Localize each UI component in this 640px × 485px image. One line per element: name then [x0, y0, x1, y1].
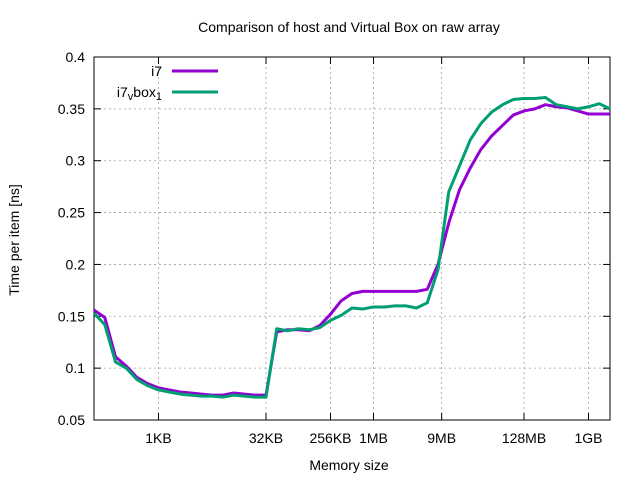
- y-axis-tick-labels: 0.05 0.1 0.15 0.2 0.25 0.3 0.35 0.4: [58, 49, 85, 428]
- y-tick-label: 0.1: [66, 360, 86, 376]
- x-tick-label: 1GB: [574, 430, 602, 446]
- series-lines: [92, 95, 611, 399]
- y-tick-label: 0.4: [66, 49, 86, 65]
- x-tick-label: 128MB: [502, 430, 546, 446]
- legend-label-2: i7vbox1: [117, 84, 162, 103]
- y-tick-label: 0.35: [58, 101, 85, 117]
- axis-ticks: [94, 56, 610, 421]
- y-tick-label: 0.25: [58, 205, 85, 221]
- x-tick-label: 1MB: [359, 430, 388, 446]
- x-tick-label: 32KB: [249, 430, 283, 446]
- series-line-1: [93, 103, 610, 397]
- legend: i7 i7vbox1: [117, 63, 218, 103]
- y-tick-label: 0.05: [58, 412, 85, 428]
- series-line-2: [92, 95, 611, 399]
- x-axis-tick-labels: 1KB 32KB 256KB 1MB 9MB 128MB 1GB: [145, 430, 602, 446]
- y-tick-label: 0.15: [58, 308, 85, 324]
- x-tick-label: 1KB: [145, 430, 171, 446]
- chart-title: Comparison of host and Virtual Box on ra…: [198, 19, 500, 35]
- y-tick-label: 0.3: [66, 153, 86, 169]
- y-tick-label: 0.2: [66, 256, 86, 272]
- y-axis-label: Time per item [ns]: [6, 184, 22, 296]
- plot-frame: [93, 56, 611, 421]
- x-tick-label: 256KB: [309, 430, 351, 446]
- legend-label-1: i7: [151, 63, 162, 79]
- grid-lines: [94, 57, 610, 420]
- x-axis-label: Memory size: [309, 457, 389, 473]
- x-tick-label: 9MB: [427, 430, 456, 446]
